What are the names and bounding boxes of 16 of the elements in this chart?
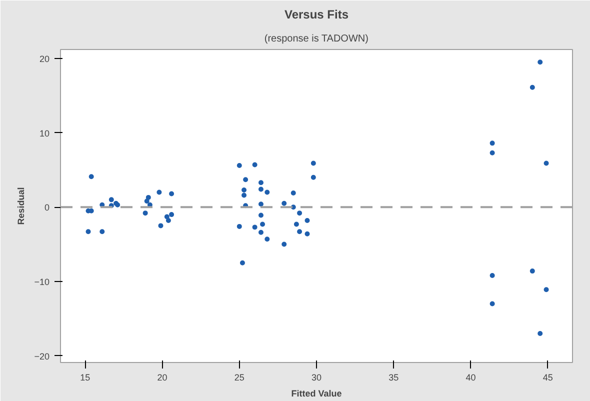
chart-subtitle: (response is TADOWN): [264, 34, 368, 44]
x-tick-label: 15: [80, 372, 90, 382]
x-tick-label: 30: [311, 372, 322, 382]
x-tick-label: 25: [234, 372, 244, 382]
y-tick-label: −20: [34, 351, 50, 362]
chart-title: Versus Fits: [284, 8, 349, 22]
y-tick-label: −10: [34, 276, 50, 287]
x-tick-label: 35: [388, 372, 399, 382]
x-tick-label: 45: [542, 372, 553, 382]
x-axis-title: Fitted Value: [291, 388, 342, 398]
y-axis-title: Residual: [16, 187, 26, 225]
y-tick-label: 0: [44, 202, 50, 213]
x-tick-label: 40: [466, 372, 476, 382]
y-tick-label: 20: [39, 54, 50, 64]
x-tick-label: 20: [157, 372, 168, 382]
y-tick-label: 10: [39, 128, 50, 138]
